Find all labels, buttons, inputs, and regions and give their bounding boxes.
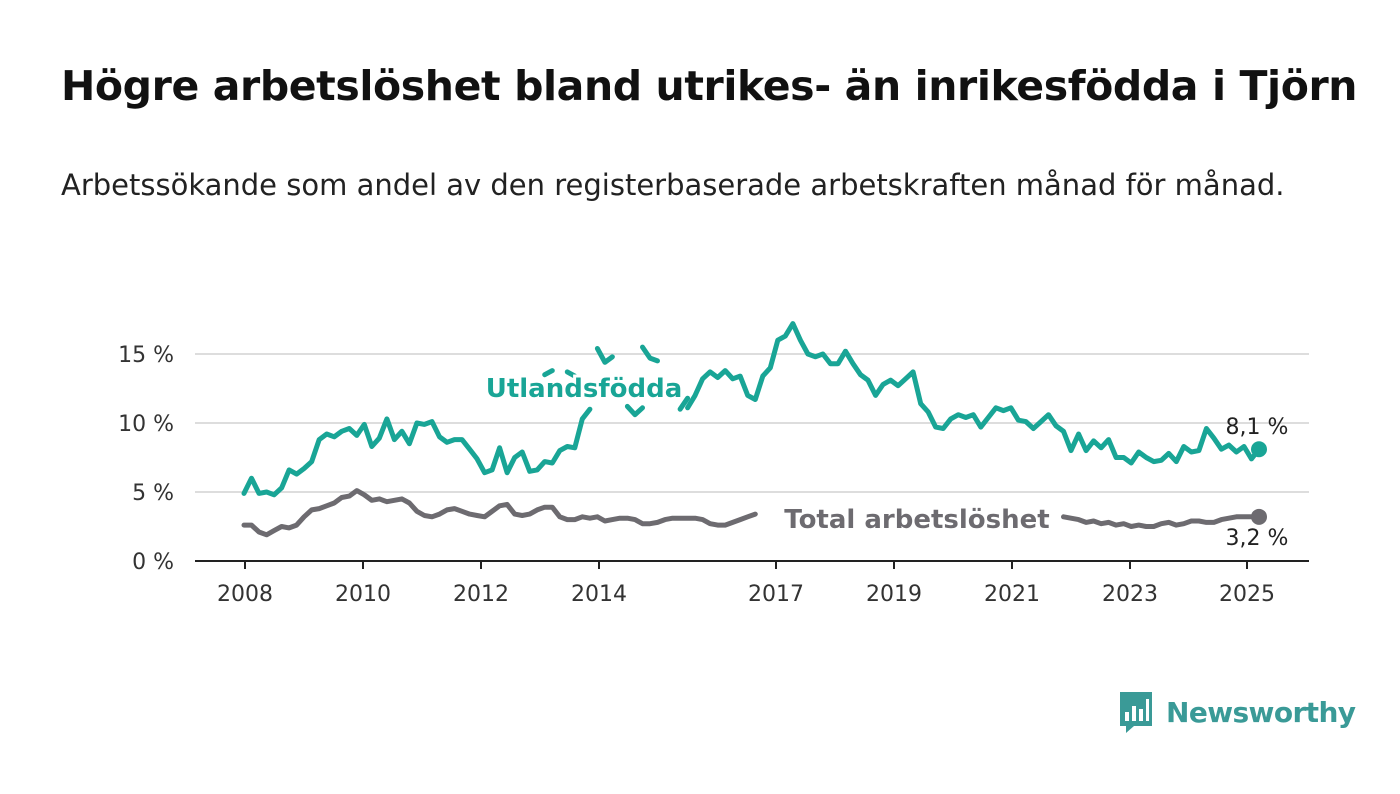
y-tick-label: 0 % bbox=[132, 550, 174, 575]
x-tick-label: 2008 bbox=[217, 582, 273, 607]
end-label-utlandsfodda: 8,1 % bbox=[1226, 415, 1289, 440]
brand-name: Newsworthy bbox=[1166, 695, 1356, 729]
series-line-utlandsfodda bbox=[677, 395, 691, 412]
chart-title: Högre arbetslöshet bland utrikes- än inr… bbox=[61, 62, 1358, 110]
chart-subtitle: Arbetssökande som andel av den registerb… bbox=[61, 168, 1285, 202]
end-markers: 8,1 % 3,2 % bbox=[1226, 415, 1289, 551]
series-line-utlandsfodda bbox=[624, 403, 645, 418]
series-line-utlandsfodda bbox=[564, 369, 578, 379]
series-line-utlandsfodda bbox=[640, 344, 660, 364]
series-line-utlandsfodda bbox=[594, 346, 615, 365]
series-annotations: Utlandsfödda Total arbetslöshet bbox=[483, 371, 1053, 538]
x-tick-label: 2023 bbox=[1102, 582, 1158, 607]
newsworthy-logo: Newsworthy bbox=[1118, 688, 1356, 736]
x-tick-label: 2021 bbox=[984, 582, 1040, 607]
x-tick-label: 2017 bbox=[748, 582, 804, 607]
end-marker-utlandsfodda bbox=[1251, 441, 1267, 458]
series-line-utlandsfodda bbox=[241, 406, 593, 498]
end-label-total: 3,2 % bbox=[1226, 526, 1289, 551]
series-label-utlandsfodda: Utlandsfödda bbox=[486, 374, 683, 404]
series-line-total bbox=[241, 488, 758, 538]
y-tick-label: 15 % bbox=[118, 343, 174, 368]
series-label-total: Total arbetslöshet bbox=[784, 505, 1049, 535]
series-lines bbox=[241, 321, 1262, 538]
x-tick-label: 2019 bbox=[866, 582, 922, 607]
x-tick-label: 2010 bbox=[335, 582, 391, 607]
y-tick-label: 5 % bbox=[132, 481, 174, 506]
x-tick-label: 2025 bbox=[1219, 582, 1275, 607]
grid-lines bbox=[195, 353, 1309, 493]
end-marker-total bbox=[1251, 508, 1267, 525]
y-tick-labels: 0 % 5 % 10 % 15 % bbox=[118, 343, 174, 575]
bar-chart-speech-bubble-icon bbox=[1120, 692, 1152, 733]
x-tick-label: 2014 bbox=[571, 582, 627, 607]
series-line-total bbox=[1061, 514, 1262, 529]
x-ticks: 2008 2010 2012 2014 2017 2019 2021 2023 2025 bbox=[217, 561, 1275, 607]
series-line-utlandsfodda bbox=[685, 321, 1262, 466]
x-tick-label: 2012 bbox=[453, 582, 509, 607]
y-tick-label: 10 % bbox=[118, 412, 174, 437]
series-line-utlandsfodda bbox=[542, 368, 555, 378]
